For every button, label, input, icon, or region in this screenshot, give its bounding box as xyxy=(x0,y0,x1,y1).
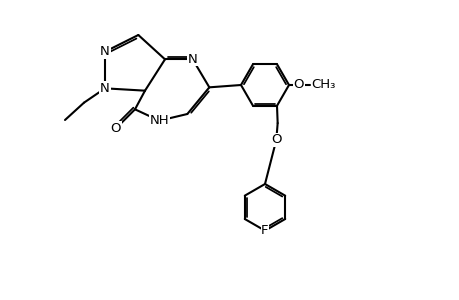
Text: CH₃: CH₃ xyxy=(311,79,335,92)
Text: F: F xyxy=(261,224,268,237)
Text: N: N xyxy=(100,82,110,95)
Text: N: N xyxy=(187,53,197,66)
Text: N: N xyxy=(100,45,110,58)
Text: O: O xyxy=(293,79,303,92)
Text: O: O xyxy=(111,122,121,135)
Text: O: O xyxy=(270,133,281,146)
Text: NH: NH xyxy=(149,114,169,127)
